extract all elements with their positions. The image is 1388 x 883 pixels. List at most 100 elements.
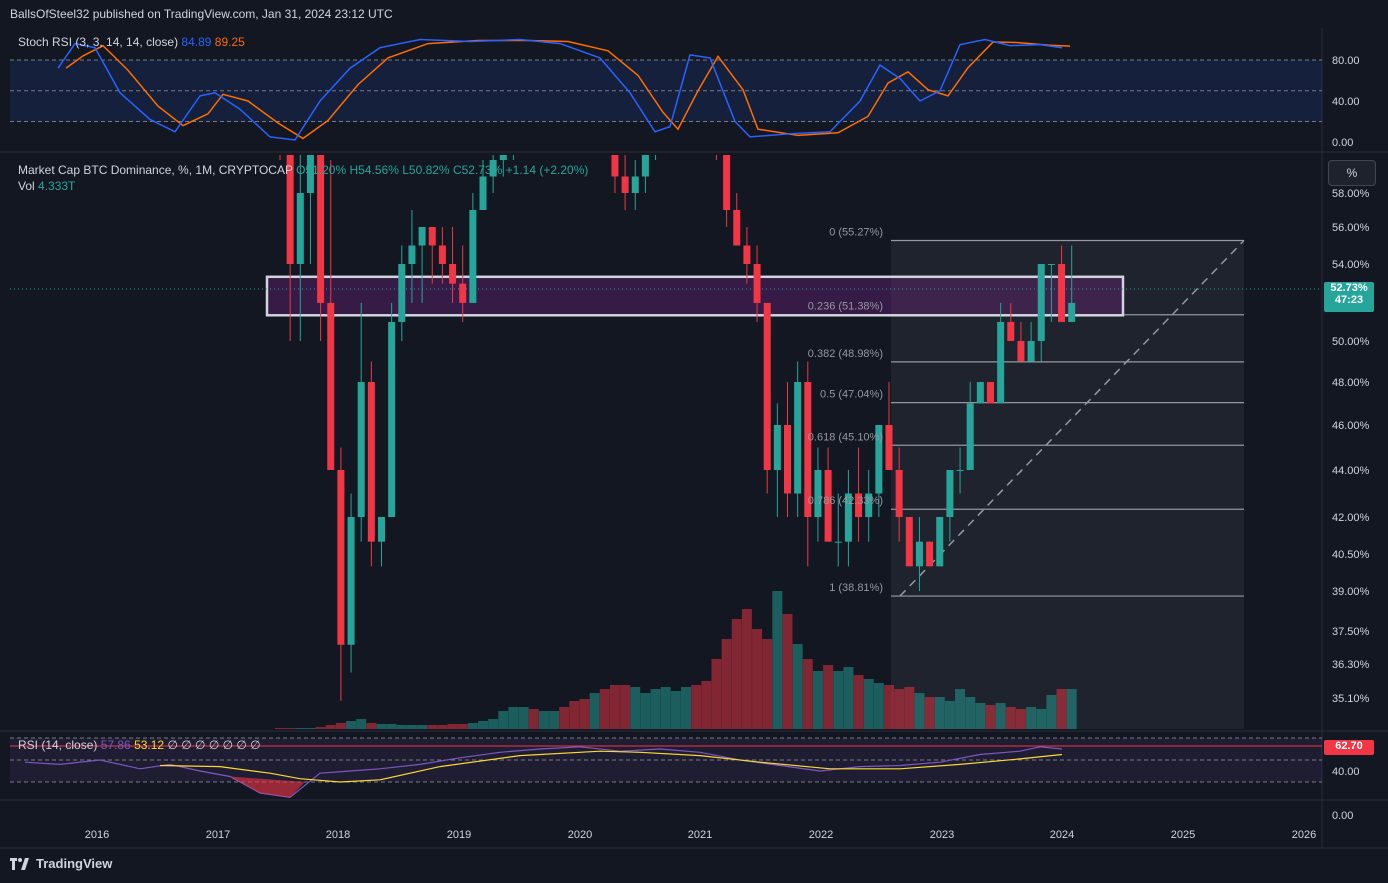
volume-bar [417,725,428,729]
time-axis-tick: 2017 [206,829,230,841]
stoch-k-line [57,38,1063,141]
price-axis-tick: 50.00% [1332,336,1370,348]
candle-body [946,470,954,517]
volume-bar [752,629,763,729]
volume-bar [711,659,722,729]
candle-body [1007,321,1015,341]
volume-bar [549,711,560,729]
candle-body [1068,302,1076,322]
candle-body [773,425,781,470]
volume-bar [701,681,712,729]
percent-scale-button[interactable]: % [1328,160,1376,186]
candle-body [296,193,304,264]
ohlc-open: O51.20% [296,163,347,177]
stoch-axis-tick: 80.00 [1332,55,1360,67]
volume-bar [325,725,336,729]
ohlc-change: +1.14 (+2.20%) [505,163,589,177]
candle-body [641,155,649,177]
fib-level-label: 0.236 (51.38%) [808,301,883,313]
price-axis-tick: 35.10% [1332,693,1370,705]
volume-bar [823,665,834,729]
fib-level-label: 0 (55.27%) [829,227,883,239]
main-plot [10,155,1322,729]
volume-bar [681,687,691,729]
bar-countdown: 47:23 [1334,294,1364,306]
brand-name: TradingView [36,856,113,871]
volume-bar [944,701,955,729]
candle-body [408,245,416,264]
time-axis-tick: 2024 [1050,829,1074,841]
candle-body [418,227,426,246]
volume-bar [356,719,367,729]
volume-bar [295,728,306,729]
volume-bar [427,725,438,729]
volume-bar [762,639,773,729]
stoch-rsi-legend[interactable]: Stoch RSI (3, 3, 14, 14, close) 84.89 89… [18,35,245,49]
volume-bar [1026,707,1037,729]
volume-bar [741,609,752,729]
volume-bar [1005,707,1016,729]
candle-body [438,245,446,264]
rsi-value: 57.86 [100,738,131,752]
price-axis-tick: 39.00% [1332,586,1370,598]
time-axis-tick: 2026 [1292,829,1316,841]
main-legend[interactable]: Market Cap BTC Dominance, %, 1M, CRYPTOC… [18,163,588,177]
tradingview-logo[interactable]: TradingView [10,856,112,871]
price-axis-tick: 54.00% [1332,259,1370,271]
volume-bar [894,689,905,729]
ohlc-close: C52.73% [452,163,503,177]
stoch-label: Stoch RSI (3, 3, 14, 14, close) [18,35,179,49]
volume-bar [812,671,823,729]
volume-bar [721,639,732,729]
candle-body [875,425,883,494]
volume-bar [833,671,844,729]
volume-bar [447,724,458,729]
candle-body [1047,264,1055,265]
candle-body [956,470,964,471]
symbol-title: Market Cap BTC Dominance, %, 1M, CRYPTOC… [18,163,293,177]
volume-legend[interactable]: Vol 4.333T [18,179,75,193]
rsi-legend[interactable]: RSI (14, close) 57.86 53.12 ∅ ∅ ∅ ∅ ∅ ∅ … [18,738,261,752]
fib-level-label: 0.786 (42.33%) [808,495,883,507]
rsi-label: RSI (14, close) [18,738,98,752]
candle-body [388,321,396,517]
volume-bar [904,687,915,729]
volume-bar [559,707,570,729]
volume-bar [670,691,681,729]
volume-bar [863,679,874,729]
volume-bar [579,699,590,729]
candle-body [834,541,842,543]
time-axis-tick: 2025 [1171,829,1195,841]
stoch-d-value: 89.25 [214,35,245,49]
ohlc-low: L50.82% [402,163,450,177]
candle-body [987,382,994,404]
volume-bar [1056,689,1067,729]
candle-body [723,155,731,210]
volume-bar [467,723,478,729]
rsi-axis-tick: 0.00 [1332,810,1353,822]
candle-body [1027,341,1035,362]
volume-bar [620,685,631,729]
time-axis-tick: 2016 [85,829,109,841]
price-axis-tick: 37.50% [1332,626,1370,638]
volume-bar [853,675,864,729]
candle-body [997,321,1005,404]
ohlc-high: H54.56% [349,163,399,177]
candle-body [459,283,467,303]
candle-body [479,176,487,210]
volume-bar [599,689,610,729]
volume-bar [528,709,539,729]
volume-bar [1036,709,1047,729]
candle-body [1017,341,1025,362]
candle-body [469,210,477,303]
volume-bar [518,707,529,729]
fib-level-label: 0.382 (48.98%) [808,348,883,360]
volume-bar [406,725,417,729]
volume-bar [1046,695,1057,729]
volume-bar [275,728,285,729]
volume-bar [1066,689,1077,729]
candle-body [895,470,903,517]
candle-body [936,517,944,567]
time-axis-tick: 2023 [930,829,954,841]
